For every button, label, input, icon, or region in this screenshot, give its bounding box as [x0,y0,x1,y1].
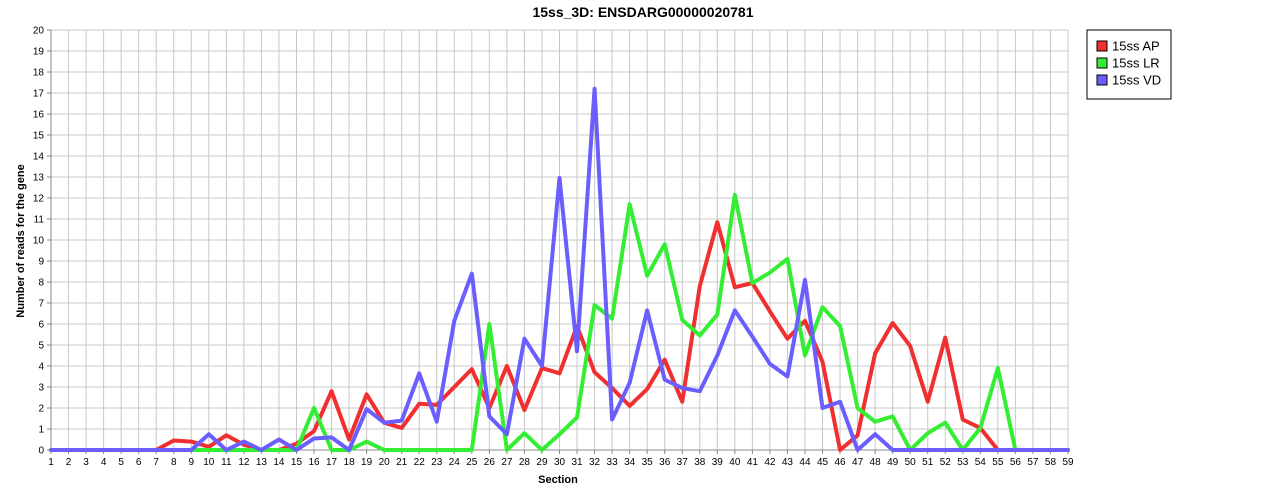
x-tick-label: 53 [957,457,969,468]
x-tick-label: 17 [326,457,338,468]
x-tick-label: 54 [975,457,987,468]
series-line-15ss-lr [49,192,1070,452]
x-tick-label: 45 [817,457,829,468]
x-tick-label: 2 [66,457,72,468]
x-tick-label: 40 [729,457,741,468]
y-tick-label: 10 [33,236,45,247]
x-tick-label: 32 [589,457,601,468]
x-axis-label: Section [538,474,578,486]
y-tick-label: 0 [38,446,44,457]
y-tick-label: 14 [33,152,45,163]
x-tick-label: 28 [519,457,531,468]
x-tick-label: 25 [466,457,478,468]
x-tick-label: 27 [501,457,513,468]
x-tick-label: 8 [171,457,177,468]
grid [50,29,1069,451]
x-tick-label: 56 [1010,457,1022,468]
x-tick-label: 42 [764,457,776,468]
legend-label-15ss-vd: 15ss VD [1112,73,1161,88]
x-tick-label: 46 [834,457,846,468]
x-tick-label: 20 [379,457,391,468]
x-tick-label: 23 [431,457,443,468]
x-tick-label: 29 [536,457,548,468]
legend-label-15ss-lr: 15ss LR [1112,56,1160,71]
x-tick-label: 43 [782,457,794,468]
x-tick-label: 10 [203,457,215,468]
x-tick-label: 50 [905,457,917,468]
x-tick-label: 31 [571,457,583,468]
x-tick-label: 14 [273,457,285,468]
y-tick-label: 16 [33,110,45,121]
x-tick-label: 51 [922,457,934,468]
x-tick-label: 19 [361,457,373,468]
x-tick-label: 18 [344,457,356,468]
x-tick-label: 44 [799,457,811,468]
x-tick-label: 3 [83,457,89,468]
legend-swatch-15ss-ap [1096,40,1108,52]
y-tick-label: 3 [38,383,44,394]
x-tick-label: 5 [118,457,124,468]
y-tick-label: 6 [38,320,44,331]
series-line-15ss-vd [49,86,1070,452]
y-tick-label: 8 [38,278,44,289]
legend: 15ss AP 15ss LR 15ss VD [1086,29,1172,100]
x-tick-label: 41 [747,457,759,468]
x-tick-label: 49 [887,457,899,468]
x-tick-label: 12 [238,457,250,468]
x-tick-label: 4 [101,457,107,468]
y-tick-label: 9 [38,257,44,268]
x-tick-label: 33 [607,457,619,468]
x-tick-label: 30 [554,457,566,468]
x-tick-label: 9 [188,457,194,468]
series-line-15ss-ap [49,220,1070,452]
x-tick-label: 21 [396,457,408,468]
x-tick-label: 36 [659,457,671,468]
y-tick-label: 19 [33,47,45,58]
y-tick-label: 18 [33,68,45,79]
x-tick-label: 52 [940,457,952,468]
y-tick-label: 15 [33,131,45,142]
x-tick-label: 39 [712,457,724,468]
x-tick-label: 37 [677,457,689,468]
y-tick-label: 17 [33,89,45,100]
x-tick-label: 22 [414,457,426,468]
y-tick-label: 13 [33,173,45,184]
y-tick-label: 20 [33,26,45,37]
x-tick-label: 59 [1062,457,1074,468]
x-tick-label: 34 [624,457,636,468]
x-tick-label: 48 [870,457,882,468]
x-tick-label: 58 [1045,457,1057,468]
x-tick-label: 24 [449,457,461,468]
y-tick-label: 4 [38,362,44,373]
y-tick-label: 1 [38,425,44,436]
y-axis-label: Number of reads for the gene [15,164,27,317]
x-tick-label: 15 [291,457,303,468]
x-tick-label: 7 [153,457,159,468]
x-tick-labels: 1 2 3 4 5 6 7 8 9 10 11 12 13 14 15 16 17 18 19 20 21 22 23 24 2… [48,457,1074,468]
x-tick-label: 55 [992,457,1004,468]
series-lines [49,86,1070,452]
x-tick-label: 35 [642,457,654,468]
x-tick-label: 1 [48,457,54,468]
x-tick-label: 26 [484,457,496,468]
legend-label-15ss-ap: 15ss AP [1112,39,1160,54]
x-tick-label: 11 [221,457,232,468]
y-tick-label: 2 [38,404,44,415]
y-tick-label: 12 [33,194,45,205]
x-tick-label: 13 [256,457,268,468]
x-tick-label: 47 [852,457,864,468]
legend-swatch-15ss-lr [1096,57,1108,69]
y-tick-label: 5 [38,341,44,352]
y-tick-label: 11 [34,215,45,226]
x-tick-label: 6 [136,457,142,468]
chart-title: 15ss_3D: ENSDARG00000020781 [532,4,753,20]
x-tick-label: 38 [694,457,706,468]
x-tick-label: 57 [1027,457,1039,468]
legend-swatch-15ss-vd [1096,74,1108,86]
x-tick-label: 16 [308,457,320,468]
y-tick-label: 7 [38,299,44,310]
